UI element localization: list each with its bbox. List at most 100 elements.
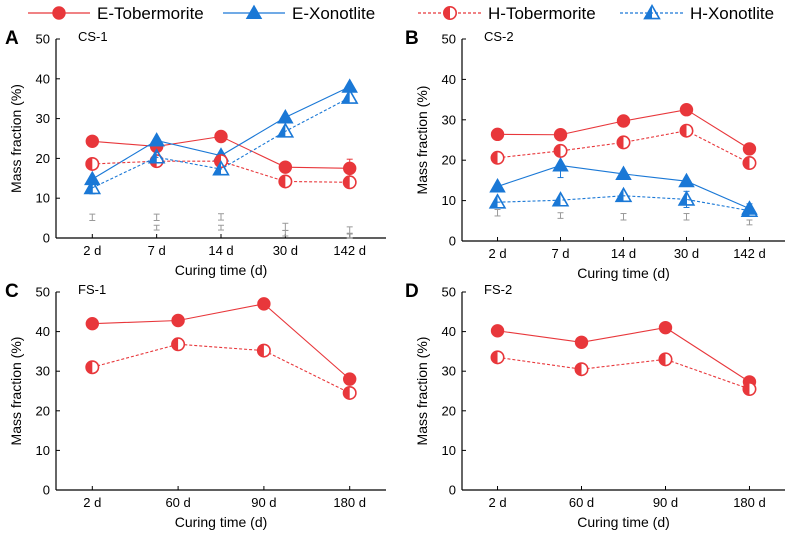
y-tick-label: 10 bbox=[442, 193, 456, 208]
x-tick-label: 180 d bbox=[333, 495, 366, 510]
y-tick-label: 40 bbox=[442, 72, 456, 87]
series-h-tobermorite bbox=[85, 337, 357, 400]
data-point bbox=[278, 160, 293, 174]
x-axis-title: Curing time (d) bbox=[175, 514, 268, 530]
x-tick-label: 7 d bbox=[551, 246, 569, 261]
legend-label: E-Xonotlite bbox=[292, 4, 375, 23]
data-point bbox=[574, 362, 589, 377]
y-tick-label: 10 bbox=[36, 191, 50, 206]
chart-panel-d: 0 10 20 30 40 50 2 d 60 d 90 d 180 d Curing time (… bbox=[405, 281, 785, 530]
data-point bbox=[83, 178, 102, 195]
series-line bbox=[92, 343, 350, 394]
y-tick-label: 20 bbox=[36, 151, 50, 166]
data-point bbox=[489, 178, 506, 193]
y-tick-label: 30 bbox=[36, 111, 50, 126]
data-point bbox=[658, 352, 673, 367]
legend-marker-e-xonotlite bbox=[245, 4, 263, 20]
panel-letter: C bbox=[5, 281, 19, 302]
series-line bbox=[497, 327, 750, 383]
chart-panel-c: 0 10 20 30 40 50 2 d 60 d 90 d 180 d Curing time (… bbox=[5, 281, 386, 530]
y-tick-label: 50 bbox=[36, 32, 50, 47]
data-point bbox=[256, 343, 271, 358]
legend-marker-h-xonotlite bbox=[643, 3, 661, 20]
y-tick-label: 0 bbox=[43, 231, 50, 246]
x-tick-label: 90 d bbox=[653, 495, 678, 510]
panels: 0 10 20 30 40 50 2 d 7 d 14 d 30 d 142 d Curing tim… bbox=[5, 28, 785, 530]
series-line bbox=[497, 356, 750, 390]
y-tick-label: 40 bbox=[442, 324, 456, 339]
error-mark bbox=[620, 213, 627, 221]
data-point bbox=[616, 114, 631, 128]
data-point bbox=[614, 186, 633, 203]
data-point bbox=[276, 122, 295, 138]
y-axis-title: Mass fraction (%) bbox=[8, 337, 24, 446]
data-point bbox=[147, 148, 166, 164]
error-mark bbox=[346, 233, 353, 239]
legend: E-Tobermorite E-Xonotlite H-Tobermorite H-X… bbox=[28, 3, 774, 23]
data-point bbox=[742, 382, 757, 397]
y-tick-label: 0 bbox=[449, 234, 456, 249]
data-point bbox=[678, 172, 695, 188]
x-tick-label: 90 d bbox=[251, 495, 276, 510]
x-tick-label: 30 d bbox=[674, 246, 699, 261]
data-point bbox=[343, 161, 357, 176]
y-tick-label: 40 bbox=[36, 324, 50, 339]
legend-label: H-Tobermorite bbox=[488, 4, 596, 23]
data-point bbox=[679, 103, 694, 117]
data-point bbox=[574, 335, 589, 349]
x-tick-label: 14 d bbox=[208, 243, 233, 258]
x-tick-label: 142 d bbox=[733, 246, 766, 261]
y-tick-label: 40 bbox=[36, 71, 50, 86]
data-point bbox=[490, 150, 505, 165]
error-mark bbox=[282, 222, 289, 231]
data-point bbox=[488, 193, 507, 209]
data-point bbox=[85, 316, 100, 331]
data-point bbox=[742, 142, 757, 156]
panel-title: FS-1 bbox=[78, 282, 106, 297]
y-tick-label: 10 bbox=[442, 443, 456, 458]
series-e-tobermorite bbox=[490, 320, 757, 389]
data-point bbox=[342, 385, 357, 400]
error-mark bbox=[89, 213, 96, 221]
data-point bbox=[677, 190, 696, 206]
y-tick-label: 30 bbox=[442, 364, 456, 379]
series-line bbox=[92, 160, 350, 183]
chart-panel-a: 0 10 20 30 40 50 2 d 7 d 14 d 30 d 142 d Curing tim… bbox=[5, 28, 386, 278]
y-tick-label: 50 bbox=[36, 285, 50, 300]
legend-label: E-Tobermorite bbox=[97, 4, 204, 23]
panel-title: FS-2 bbox=[484, 282, 512, 297]
data-point bbox=[615, 165, 632, 180]
error-mark bbox=[153, 213, 160, 221]
x-tick-label: 60 d bbox=[569, 495, 594, 510]
data-point bbox=[552, 157, 569, 172]
panel-letter: B bbox=[405, 28, 419, 49]
series-h-tobermorite bbox=[490, 123, 757, 171]
y-axis-title: Mass fraction (%) bbox=[414, 337, 430, 446]
panel-title: CS-2 bbox=[484, 29, 514, 44]
legend-item-h-tobermorite: H-Tobermorite bbox=[418, 4, 596, 23]
y-axis-title: Mass fraction (%) bbox=[8, 84, 24, 193]
series-h-xonotlite bbox=[488, 186, 759, 218]
series-e-tobermorite bbox=[490, 103, 757, 156]
series-h-xonotlite bbox=[83, 88, 359, 195]
y-tick-label: 30 bbox=[442, 112, 456, 127]
error-mark bbox=[153, 224, 160, 231]
x-tick-label: 2 d bbox=[488, 246, 506, 261]
y-tick-label: 0 bbox=[43, 483, 50, 498]
data-point bbox=[85, 134, 100, 148]
legend-item-h-xonotlite: H-Xonotlite bbox=[620, 3, 774, 23]
y-tick-label: 20 bbox=[442, 403, 456, 418]
x-tick-label: 7 d bbox=[148, 243, 166, 258]
error-mark bbox=[282, 229, 289, 237]
x-tick-label: 14 d bbox=[611, 246, 636, 261]
error-mark bbox=[218, 224, 224, 231]
data-point bbox=[212, 160, 230, 176]
data-point bbox=[740, 201, 759, 218]
data-point bbox=[553, 128, 568, 142]
data-point bbox=[257, 297, 271, 311]
series-e-tobermorite bbox=[85, 297, 357, 386]
chart-panel-b: 0 10 20 30 40 50 2 d 7 d 14 d 30 d 142 d Curing tim… bbox=[405, 28, 785, 281]
panel-letter: D bbox=[405, 281, 419, 302]
y-tick-label: 20 bbox=[442, 153, 456, 168]
